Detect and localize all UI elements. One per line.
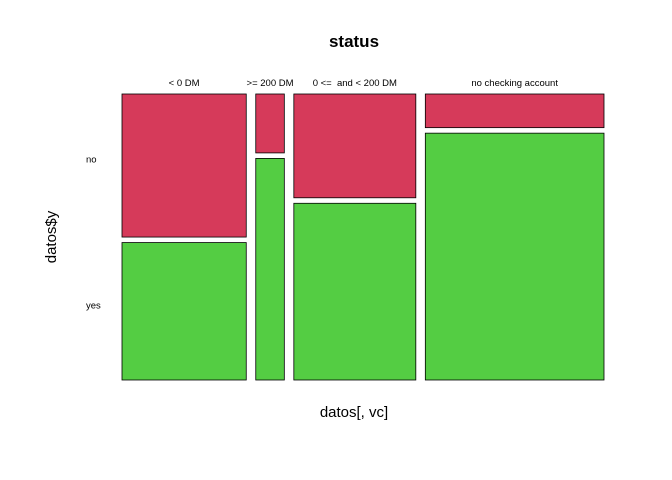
x-axis-label: datos[, vc] xyxy=(320,404,388,421)
tile-0-dm-no xyxy=(121,93,247,238)
category-labels: < 0 DM >= 200 DM 0 <= and < 200 DM no check… xyxy=(169,78,559,89)
tile-0-dm-yes xyxy=(121,242,247,381)
mosaic-tiles xyxy=(121,93,605,381)
tile-0-and-200-dm-yes xyxy=(293,202,417,381)
y-axis-label: datos$y xyxy=(43,210,60,263)
level-label-yes: yes xyxy=(86,300,101,311)
tile-0-and-200-dm-no xyxy=(293,93,417,199)
level-labels: no yes xyxy=(86,155,101,312)
category-label-0-dm: < 0 DM xyxy=(169,78,200,89)
tile-no-checking-account-no xyxy=(424,93,605,129)
chart-title: status xyxy=(329,32,379,51)
category-label-no-checking-account: no checking account xyxy=(471,78,558,89)
category-label-200-dm: >= 200 DM xyxy=(247,78,294,89)
tile-no-checking-account-yes xyxy=(424,132,605,381)
level-label-no: no xyxy=(86,155,97,166)
tile-200-dm-no xyxy=(255,93,285,154)
tile-200-dm-yes xyxy=(255,158,285,381)
category-label-0-and-200-dm: 0 <= and < 200 DM xyxy=(313,78,397,89)
